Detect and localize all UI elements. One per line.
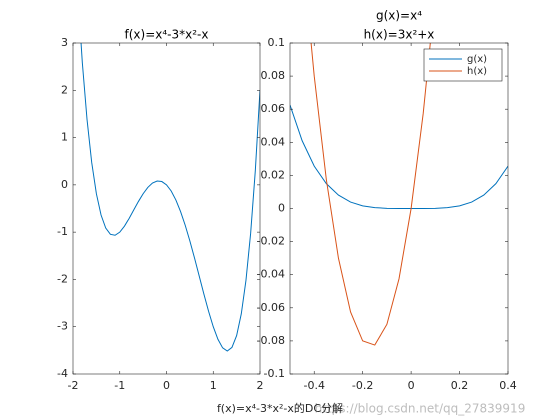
y-tick-label: -2: [57, 272, 68, 285]
x-tick-label: -0.4: [303, 379, 324, 392]
y-tick-label: 0: [61, 178, 68, 191]
x-tick-label: 2: [257, 379, 264, 392]
axes: -2 -1 0 1 2 -4 -3 -2 -1 0 1 2 3 f(x)=x⁴-3*x²-x: [57, 28, 264, 393]
y-tick-label: 0.1: [268, 36, 286, 49]
data-line: [80, 43, 260, 352]
y-tick-label: -0.08: [257, 334, 285, 347]
x-tick-label: 0: [408, 379, 415, 392]
y-tick-label: 2: [61, 83, 68, 96]
legend-label: h(x): [467, 66, 487, 77]
footer-label: f(x)=x⁴-3*x²-x的DC分解: [217, 401, 343, 415]
y-tick-label: 0.02: [261, 168, 286, 181]
axes-background: [73, 43, 260, 374]
watermark: https://blog.csdn.net/qq_27839919: [315, 402, 526, 416]
data-line: [290, 104, 508, 210]
y-tick-label: -1: [57, 225, 68, 238]
y-tick-label: 0: [278, 202, 285, 215]
axes: -0.4 -0.2 0 0.2 0.4 -0.1 -0.08 -0.06 -0.04 -0.02 0…: [257, 9, 517, 393]
x-tick-label: 0.4: [499, 379, 517, 392]
chart-title: h(x)=3x²+x: [364, 28, 435, 42]
legend: g(x)h(x): [423, 48, 503, 82]
y-tick-label: -0.1: [264, 367, 285, 380]
y-tick-label: 1: [61, 131, 68, 144]
y-tick-label: 0.08: [261, 69, 286, 82]
y-tick-label: -0.02: [257, 235, 285, 248]
x-tick-label: -1: [114, 379, 125, 392]
y-tick-label: -0.04: [257, 268, 285, 281]
data-line: [310, 43, 431, 346]
y-tick-label: -3: [57, 320, 68, 333]
legend-box: [423, 48, 503, 82]
y-tick-label: 3: [61, 36, 68, 49]
y-tick-label: -0.06: [257, 301, 285, 314]
legend-label: g(x): [467, 54, 487, 65]
x-tick-label: 0: [163, 379, 170, 392]
chart-title: g(x)=x⁴: [376, 9, 422, 23]
y-tick-label: -4: [57, 367, 68, 380]
chart-title: f(x)=x⁴-3*x²-x: [125, 28, 209, 42]
x-tick-label: 0.2: [451, 379, 469, 392]
x-tick-label: -2: [68, 379, 79, 392]
x-tick-label: 1: [210, 379, 217, 392]
y-tick-label: 0.04: [261, 135, 286, 148]
x-tick-label: -0.2: [352, 379, 373, 392]
y-tick-label: 0.06: [261, 102, 286, 115]
